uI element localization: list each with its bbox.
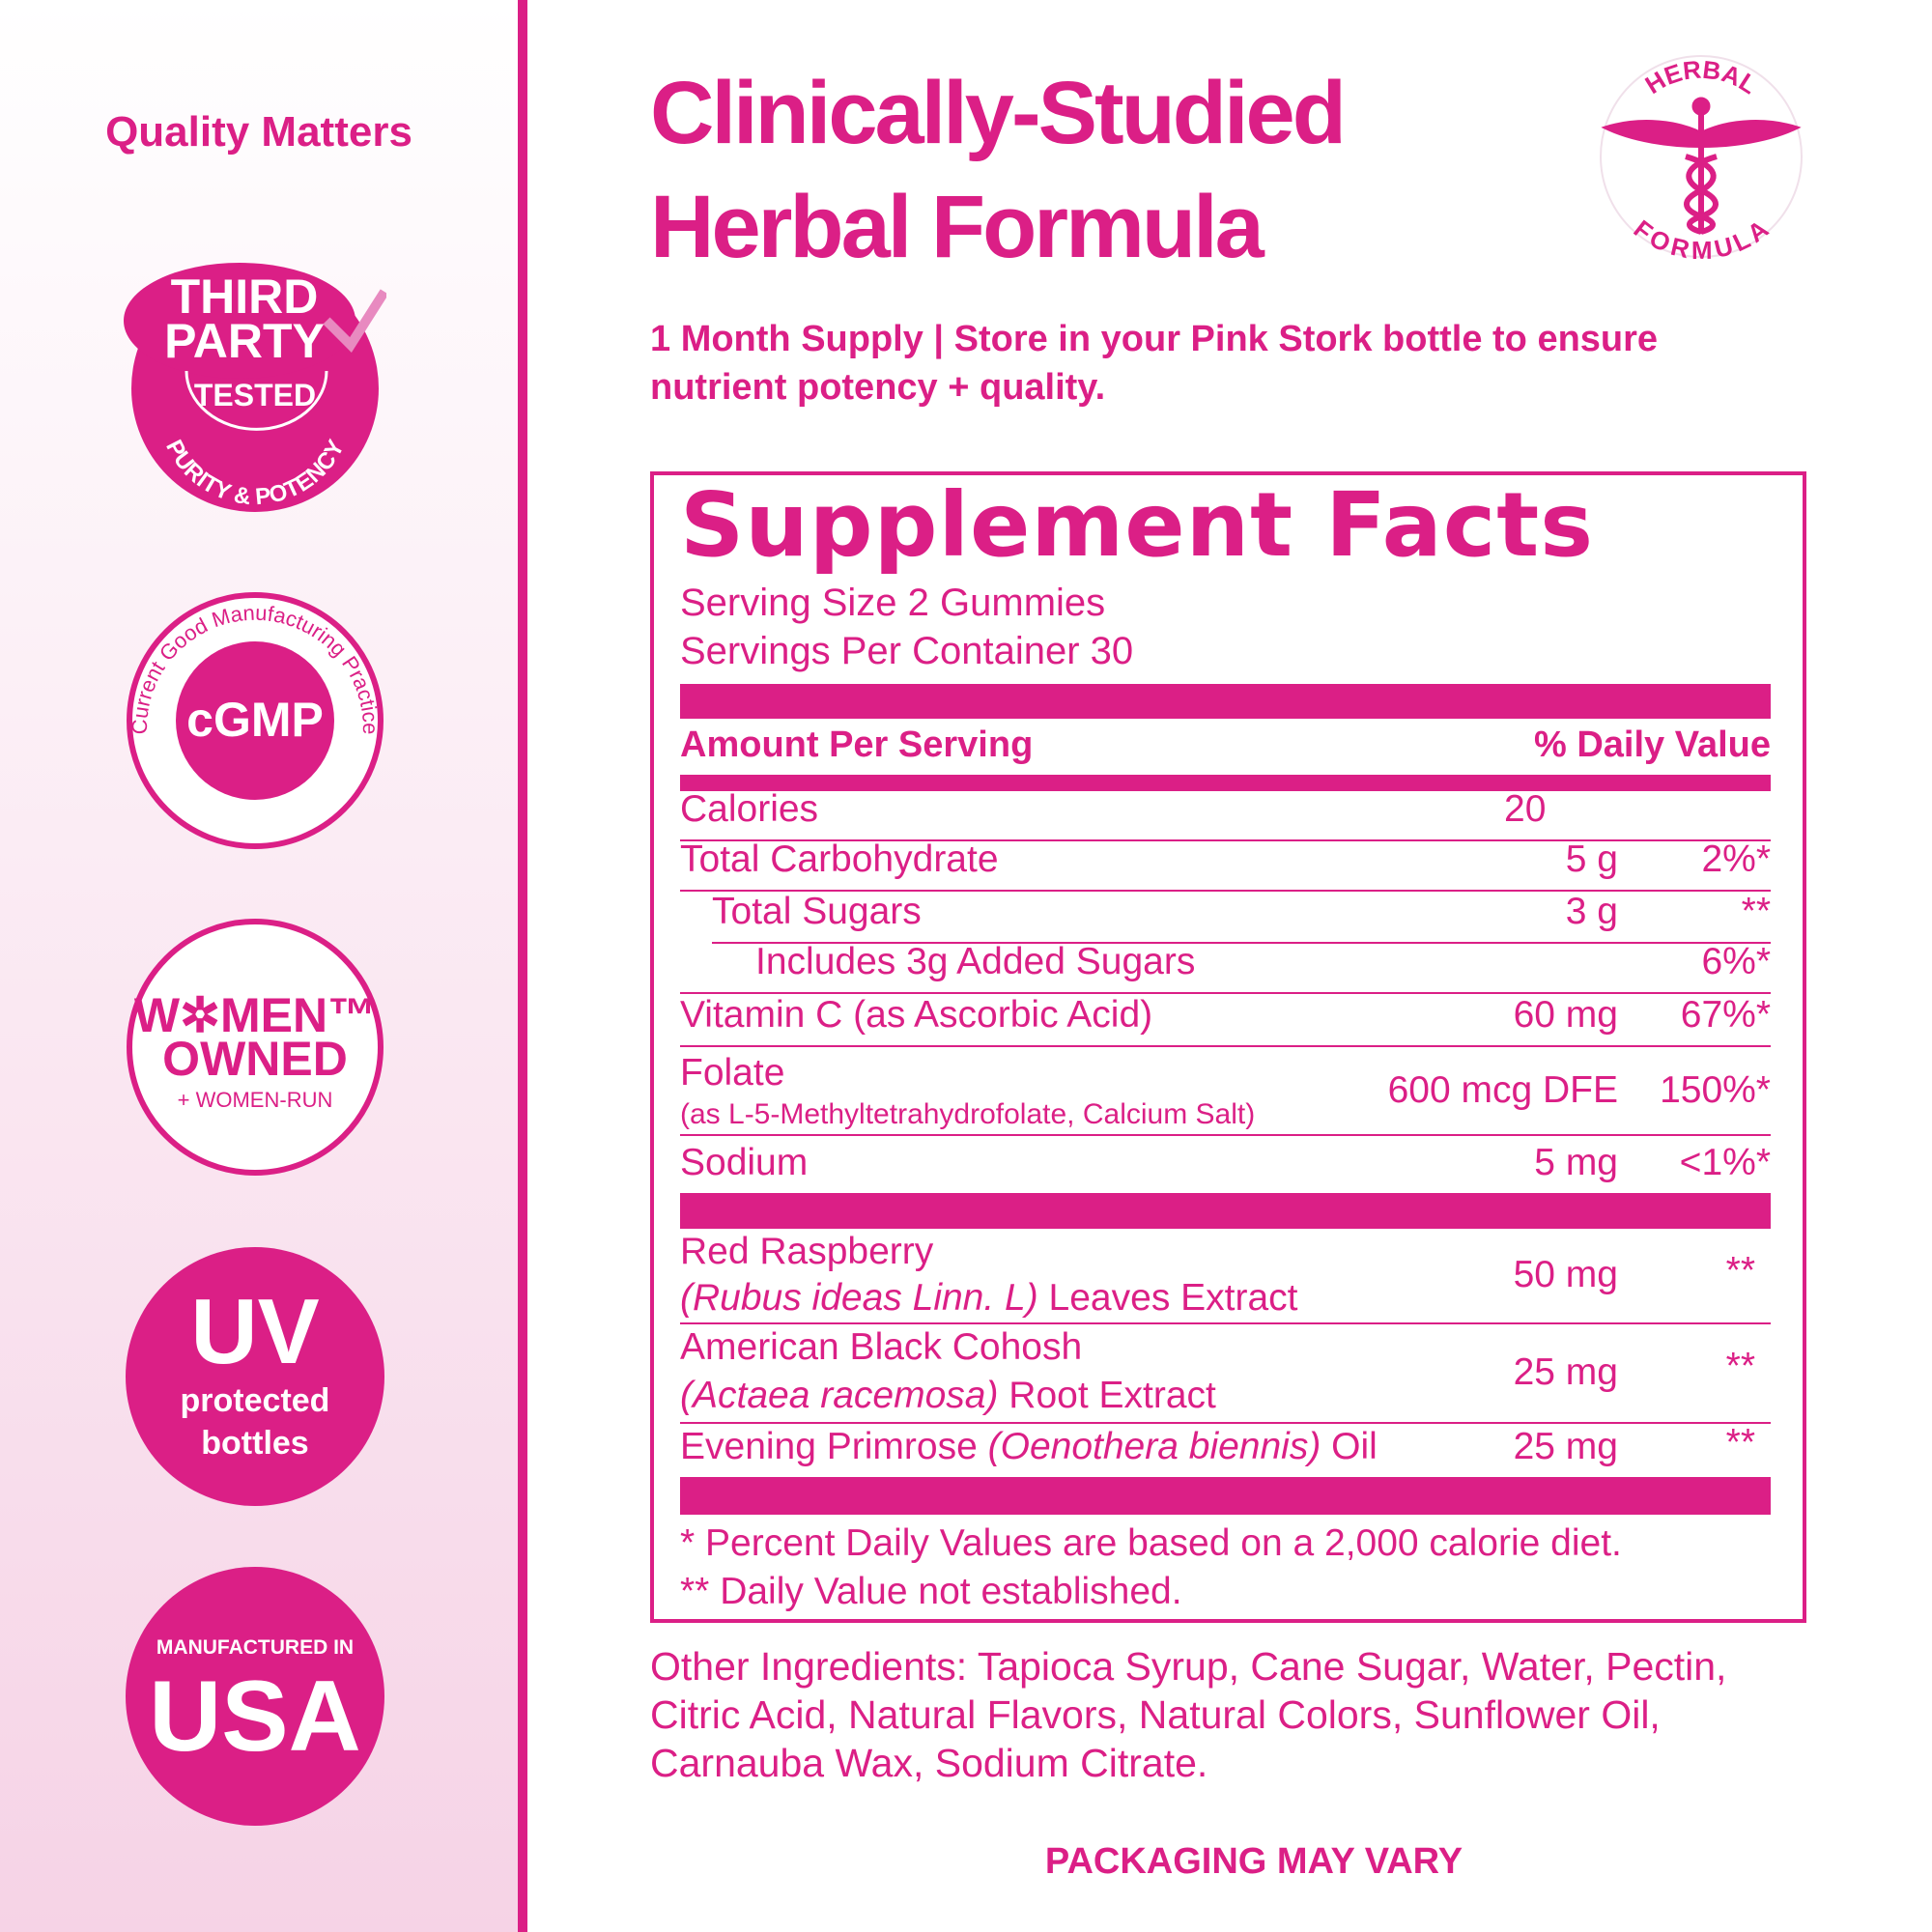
badge-line-uv: UV bbox=[190, 1280, 319, 1383]
nutrient-name: Calories bbox=[680, 788, 819, 830]
footnote-daily-value: * Percent Daily Values are based on a 2,… bbox=[680, 1522, 1622, 1564]
cgmp-badge: cGMP Current Good Manufacturing Practice bbox=[127, 592, 384, 849]
caduceus-icon bbox=[1601, 97, 1802, 235]
nutrient-name: Red Raspberry bbox=[680, 1231, 934, 1272]
herbal-formula-logo: HERBAL FORMULA bbox=[1600, 55, 1803, 265]
daily-value-label: % Daily Value bbox=[1533, 724, 1771, 765]
nutrient-amount: 25 mg bbox=[1513, 1426, 1618, 1467]
nutrient-amount: 50 mg bbox=[1513, 1254, 1618, 1295]
nutrient-dv: 6%* bbox=[1701, 941, 1771, 982]
nutrient-name: Vitamin C (as Ascorbic Acid) bbox=[680, 994, 1153, 1036]
extract-type: Root Extract bbox=[998, 1375, 1216, 1416]
nutrient-name: Includes 3g Added Sugars bbox=[755, 941, 1196, 982]
nutrient-amount: 3 g bbox=[1565, 891, 1618, 932]
subtitle: 1 Month Supply | Store in your Pink Stor… bbox=[650, 315, 1658, 412]
badge-line-women: W✲MEN™ bbox=[134, 988, 376, 1042]
table-row: Calories 20 bbox=[680, 788, 1771, 841]
thick-divider bbox=[680, 1193, 1771, 1229]
nutrient-dv: ** bbox=[1741, 891, 1771, 932]
nutrient-dv: ** bbox=[1725, 1422, 1755, 1463]
badge-line-party: PARTY bbox=[164, 314, 325, 368]
badge-line-manufactured: MANUFACTURED IN bbox=[156, 1636, 354, 1659]
badge-line-bottles: bottles bbox=[201, 1425, 308, 1462]
latin-name: (Rubus ideas Linn. L) bbox=[680, 1277, 1038, 1319]
checkmark-icon bbox=[323, 289, 386, 353]
extract-type: Leaves Extract bbox=[1037, 1277, 1298, 1319]
nutrient-dv: <1%* bbox=[1679, 1142, 1771, 1183]
facts-title: Supplement Facts bbox=[680, 473, 1594, 577]
amount-per-serving-label: Amount Per Serving bbox=[680, 724, 1034, 765]
table-row: Vitamin C (as Ascorbic Acid) 60 mg 67%* bbox=[680, 994, 1771, 1047]
badge-line-usa: USA bbox=[149, 1661, 361, 1773]
nutrient-table: Calories 20 Total Carbohydrate 5 g 2%* T… bbox=[680, 788, 1771, 1515]
subtitle-line-1: 1 Month Supply | Store in your Pink Stor… bbox=[650, 319, 1659, 359]
nutrient-subtext: (as L-5-Methyltetrahydrofolate, Calcium … bbox=[680, 1098, 1256, 1130]
ingredients-line: Other Ingredients: Tapioca Syrup, Cane S… bbox=[650, 1644, 1727, 1689]
table-row: Sodium 5 mg <1%* bbox=[680, 1136, 1771, 1193]
nutrient-name: American Black Cohosh bbox=[680, 1326, 1083, 1368]
uv-protected-badge: UV protected bottles bbox=[126, 1247, 384, 1506]
table-row: Folate (as L-5-Methyltetrahydrofolate, C… bbox=[680, 1047, 1771, 1136]
subtitle-line-2: nutrient potency + quality. bbox=[650, 367, 1106, 408]
footnote-not-established: ** Daily Value not established. bbox=[680, 1571, 1182, 1612]
table-row: Includes 3g Added Sugars 6%* bbox=[680, 941, 1771, 994]
nutrient-dv: 67%* bbox=[1680, 994, 1771, 1036]
nutrient-amount: 60 mg bbox=[1513, 994, 1618, 1036]
nutrient-name: Folate bbox=[680, 1052, 785, 1094]
title-line-1: Clinically-Studied bbox=[650, 64, 1347, 162]
table-row: American Black Cohosh (Actaea racemosa) … bbox=[680, 1324, 1771, 1424]
thick-divider bbox=[680, 1477, 1771, 1515]
table-row: Total Carbohydrate 5 g 2%* bbox=[680, 838, 1771, 892]
badge-line-protected: protected bbox=[181, 1382, 330, 1419]
ingredients-line: Citric Acid, Natural Flavors, Natural Co… bbox=[650, 1692, 1661, 1737]
table-row: Total Sugars 3 g ** bbox=[712, 891, 1771, 944]
table-row: Red Raspberry (Rubus ideas Linn. L) Leav… bbox=[680, 1229, 1771, 1324]
nutrient-dv: 2%* bbox=[1701, 838, 1771, 880]
packaging-note: PACKAGING MAY VARY bbox=[1044, 1841, 1463, 1882]
supplement-facts-panel bbox=[650, 471, 1806, 1623]
medium-divider bbox=[680, 775, 1771, 791]
made-in-usa-badge: MANUFACTURED IN USA bbox=[126, 1567, 384, 1826]
ingredients-line: Carnauba Wax, Sodium Citrate. bbox=[650, 1741, 1208, 1785]
latin-name: (Actaea racemosa) bbox=[680, 1375, 999, 1416]
nutrient-name: Total Carbohydrate bbox=[680, 838, 999, 880]
nutrient-name: Evening Primrose bbox=[680, 1426, 988, 1467]
quality-heading: Quality Matters bbox=[105, 108, 412, 156]
nutrient-amount: 5 g bbox=[1565, 838, 1618, 880]
page-title: Clinically-Studied Herbal Formula bbox=[650, 56, 1347, 284]
servings-per-container: Servings Per Container 30 bbox=[680, 630, 1134, 672]
other-ingredients: Other Ingredients: Tapioca Syrup, Cane S… bbox=[650, 1642, 1809, 1787]
serving-size: Serving Size 2 Gummies bbox=[680, 582, 1106, 624]
badge-line-women-run: + WOMEN-RUN bbox=[178, 1088, 333, 1112]
badge-line-tested: TESTED bbox=[194, 378, 316, 412]
thick-divider bbox=[680, 684, 1771, 719]
nutrient-dv: ** bbox=[1725, 1346, 1755, 1387]
nutrient-amount: 20 bbox=[1504, 788, 1547, 830]
latin-name: (Oenothera biennis) bbox=[987, 1426, 1321, 1467]
nutrient-latin-line: (Actaea racemosa) Root Extract bbox=[680, 1374, 1216, 1418]
badge-line-owned: OWNED bbox=[162, 1032, 348, 1086]
badge-center-text: cGMP bbox=[186, 693, 324, 747]
badge-line-third: THIRD bbox=[171, 270, 319, 324]
nutrient-dv: 150%* bbox=[1660, 1069, 1771, 1111]
table-row: Evening Primrose (Oenothera biennis) Oil… bbox=[680, 1422, 1771, 1477]
nutrient-latin-line: (Rubus ideas Linn. L) Leaves Extract bbox=[680, 1276, 1298, 1321]
nutrient-name: Total Sugars bbox=[712, 891, 922, 932]
extract-type: Oil bbox=[1321, 1426, 1378, 1467]
title-line-2: Herbal Formula bbox=[650, 178, 1264, 276]
sidebar-divider bbox=[518, 0, 527, 1932]
nutrient-dv: ** bbox=[1725, 1250, 1755, 1292]
nutrient-name: Sodium bbox=[680, 1142, 809, 1183]
nutrient-amount: 600 mcg DFE bbox=[1387, 1069, 1618, 1111]
nutrient-name-line: Evening Primrose (Oenothera biennis) Oil bbox=[680, 1425, 1378, 1469]
third-party-tested-badge: THIRD PARTY TESTED PURITY & POTENCY bbox=[124, 263, 386, 512]
nutrient-amount: 25 mg bbox=[1513, 1351, 1618, 1393]
column-header: Amount Per Serving % Daily Value bbox=[680, 724, 1771, 766]
nutrient-amount: 5 mg bbox=[1534, 1142, 1618, 1183]
women-owned-badge: W✲MEN™ OWNED + WOMEN-RUN bbox=[127, 919, 384, 1176]
